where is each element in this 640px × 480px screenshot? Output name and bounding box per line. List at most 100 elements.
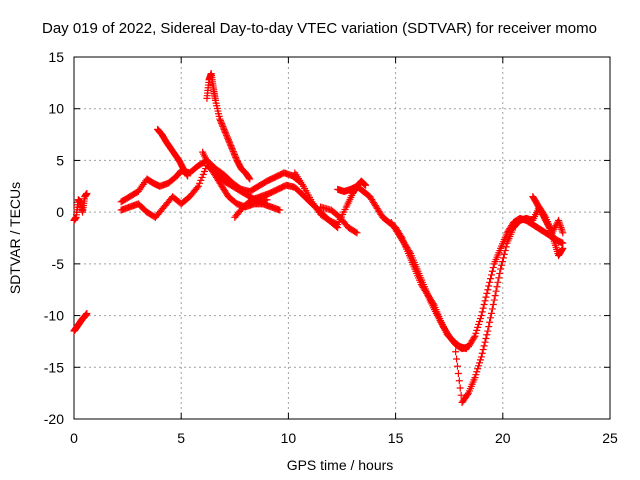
- data-point: [230, 149, 238, 157]
- data-point: [558, 225, 566, 233]
- data-point: [221, 128, 229, 136]
- data-point: [218, 119, 226, 127]
- data-point: [229, 146, 237, 154]
- data-point: [223, 133, 231, 141]
- data-point: [455, 377, 463, 385]
- data-point: [481, 338, 489, 346]
- data-point: [478, 308, 486, 316]
- data-point: [221, 127, 229, 135]
- data-point: [487, 275, 495, 283]
- x-tick-label: 15: [388, 430, 404, 446]
- data-point: [452, 348, 460, 356]
- y-tick-label: -15: [44, 359, 64, 375]
- y-tick-label: 10: [48, 101, 64, 117]
- data-point: [474, 323, 482, 331]
- data-point: [470, 334, 478, 342]
- data-point: [480, 300, 488, 308]
- x-tick-label: 10: [281, 430, 297, 446]
- data-point: [197, 176, 205, 184]
- data-point: [217, 118, 225, 126]
- data-point: [493, 283, 501, 291]
- data-point: [218, 121, 226, 129]
- data-point: [352, 228, 360, 236]
- data-point: [219, 124, 227, 132]
- data-point: [230, 151, 238, 159]
- data-point: [487, 271, 495, 279]
- data-point: [558, 245, 566, 253]
- grid: [74, 57, 610, 419]
- data-point: [245, 174, 253, 182]
- data-point: [220, 125, 228, 133]
- data-point: [464, 390, 472, 398]
- data-point: [198, 173, 206, 181]
- data-point: [83, 310, 91, 318]
- data-point: [194, 182, 202, 190]
- data-point: [353, 229, 361, 237]
- data-point: [453, 355, 461, 363]
- data-point: [498, 261, 506, 269]
- data-point: [479, 304, 487, 312]
- data-point: [501, 247, 509, 255]
- data-point: [475, 320, 483, 328]
- data-point: [495, 274, 503, 282]
- data-point: [474, 365, 482, 373]
- y-tick-label: 15: [48, 49, 64, 65]
- data-point: [480, 342, 488, 350]
- data-point: [224, 136, 232, 144]
- data-point: [482, 334, 490, 342]
- data-point: [488, 305, 496, 313]
- data-point: [406, 248, 414, 256]
- y-tick-label: 0: [56, 204, 64, 220]
- data-point: [484, 327, 492, 335]
- data-point: [476, 356, 484, 364]
- data-point: [492, 287, 500, 295]
- data-point: [485, 282, 493, 290]
- data-point: [499, 254, 507, 262]
- data-point: [486, 278, 494, 286]
- data-point: [231, 152, 239, 160]
- data-point: [472, 371, 480, 379]
- data-point: [498, 258, 506, 266]
- data-point: [222, 130, 230, 138]
- data-point: [472, 329, 480, 337]
- data-point: [246, 175, 254, 183]
- y-axis-label: SDTVAR / TECUs: [7, 182, 23, 294]
- data-point: [224, 134, 232, 142]
- data-point: [454, 369, 462, 377]
- plot-frame: [73, 56, 611, 420]
- data-point: [494, 278, 502, 286]
- data-point: [475, 362, 483, 370]
- data-point: [477, 312, 485, 320]
- data-point: [559, 229, 567, 237]
- data-point: [83, 190, 91, 198]
- x-axis-label: GPS time / hours: [287, 457, 394, 473]
- data-point: [500, 250, 508, 258]
- data-point: [471, 374, 479, 382]
- data-point: [483, 289, 491, 297]
- data-point: [227, 142, 235, 150]
- data-point: [184, 172, 192, 180]
- data-point: [200, 168, 208, 176]
- data-point: [225, 137, 233, 145]
- y-tick-label: -20: [44, 411, 64, 427]
- data-point: [476, 317, 484, 325]
- data-points: [70, 70, 567, 406]
- y-tick-label: 5: [56, 152, 64, 168]
- data-point: [196, 179, 204, 187]
- data-point: [216, 115, 224, 123]
- data-point: [227, 143, 235, 151]
- data-point: [484, 286, 492, 294]
- x-tick-label: 20: [495, 430, 511, 446]
- data-point: [219, 122, 227, 130]
- data-point: [481, 297, 489, 305]
- data-point: [486, 318, 494, 326]
- data-point: [479, 346, 487, 354]
- data-point: [491, 292, 499, 300]
- data-point: [557, 224, 565, 232]
- data-point: [229, 148, 237, 156]
- data-point: [558, 227, 566, 235]
- data-point: [226, 140, 234, 148]
- x-tick-label: 0: [70, 430, 78, 446]
- data-point: [476, 315, 484, 323]
